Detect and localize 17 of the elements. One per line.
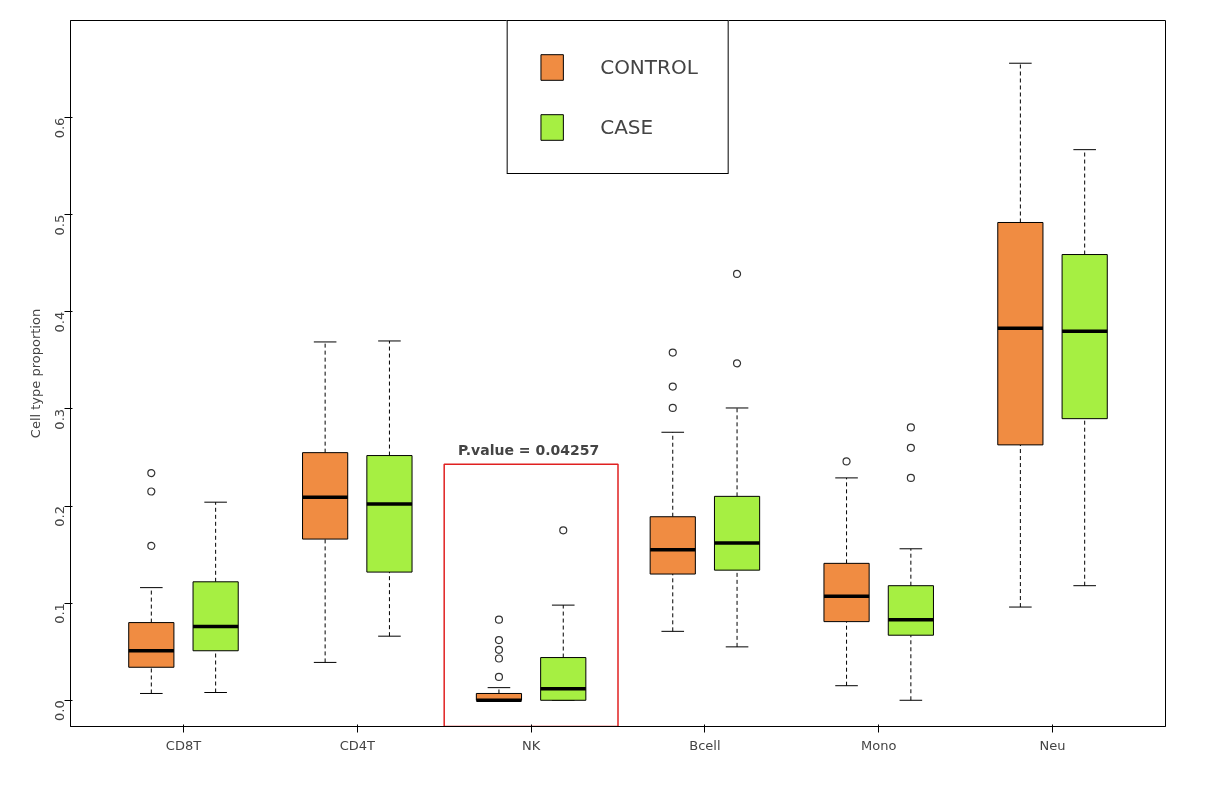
- x-tick-label: CD8T: [165, 737, 202, 753]
- y-tick-label: 0.1: [52, 603, 67, 624]
- y-axis-title: Cell type proportion: [27, 308, 43, 439]
- annotation: P.value = 0.04257: [458, 441, 600, 458]
- y-tick-label: 0.2: [52, 506, 67, 527]
- x-tick-label: NK: [521, 737, 541, 753]
- y-tick-label: 0.4: [52, 311, 67, 333]
- y-tick-label: 0.3: [52, 408, 67, 430]
- legend-label: CASE: [600, 115, 654, 139]
- x-tick-label: CD4T: [339, 737, 375, 753]
- x-tick-label: Bcell: [689, 737, 721, 753]
- y-tick-label: 0.5: [52, 214, 67, 236]
- legend-label: CONTROL: [600, 55, 698, 79]
- x-tick-label: Mono: [861, 737, 897, 753]
- y-tick-label: 0.6: [52, 117, 67, 139]
- y-tick-label: 0.0: [52, 700, 67, 721]
- x-tick-label: Neu: [1039, 737, 1066, 753]
